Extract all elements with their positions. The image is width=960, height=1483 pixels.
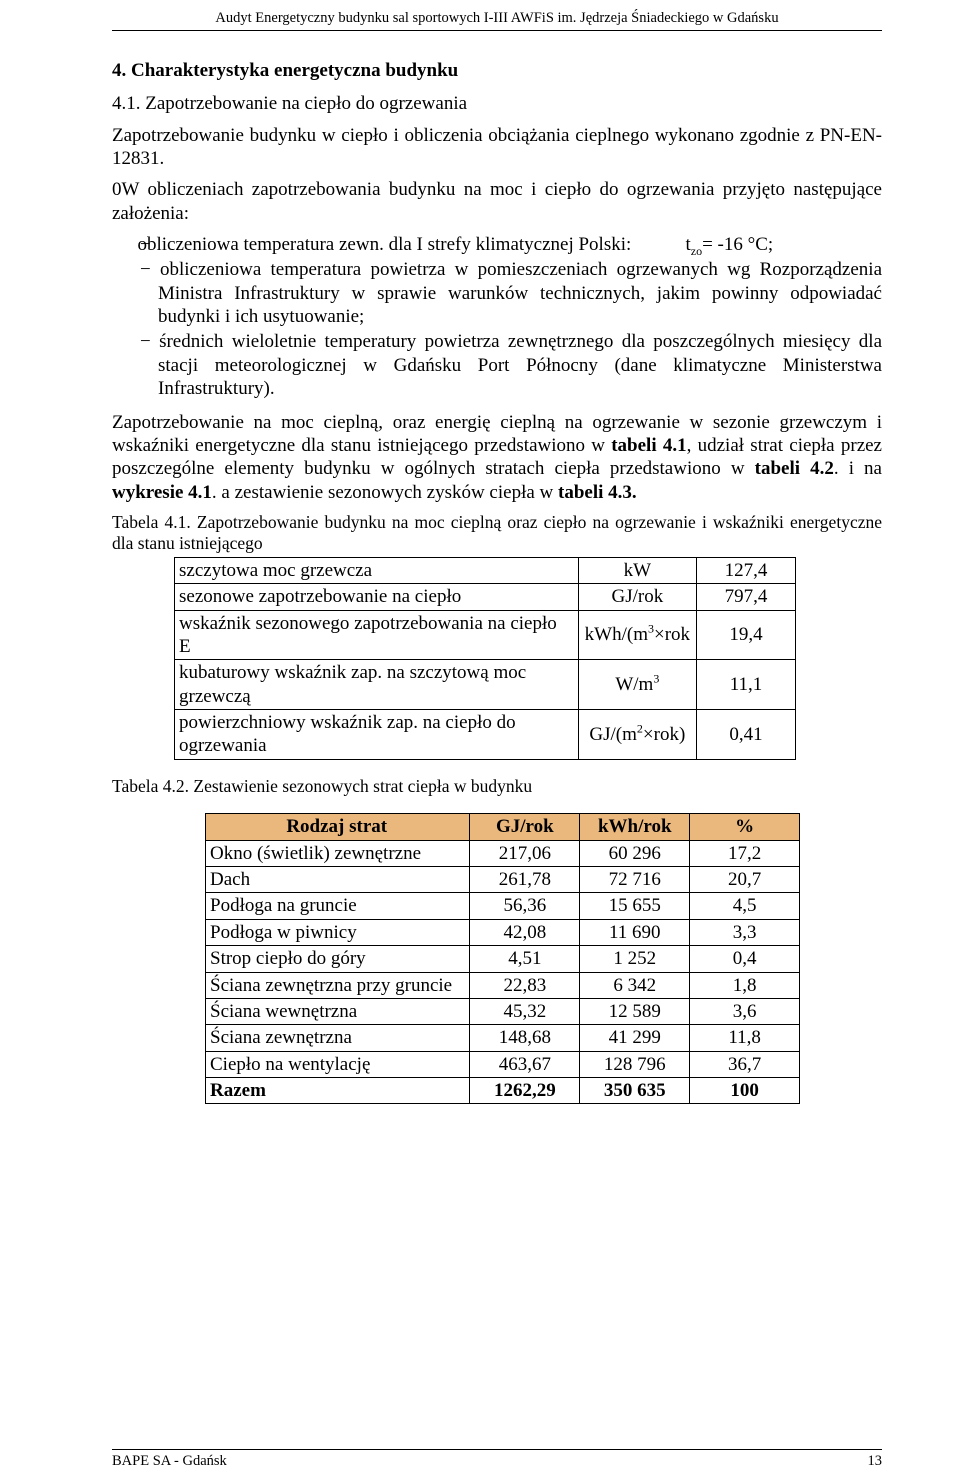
table-row-total: Razem1262,29350 635100 xyxy=(206,1077,800,1103)
cell-unit: GJ/(m2×rok) xyxy=(578,710,696,760)
table-row: Ściana zewnętrzna148,6841 29911,8 xyxy=(206,1025,800,1051)
table-row: Okno (świetlik) zewnętrzne217,0660 29617… xyxy=(206,840,800,866)
section-title: 4. Charakterystyka energetyczna budynku xyxy=(112,59,882,82)
table-row: sezonowe zapotrzebowanie na ciepło GJ/ro… xyxy=(175,584,796,610)
table-row: Podłoga w piwnicy42,0811 6903,3 xyxy=(206,919,800,945)
table-41-caption: Tabela 4.1. Zapotrzebowanie budynku na m… xyxy=(112,512,882,555)
assumptions-list: obliczeniowa temperatura zewn. dla I str… xyxy=(112,233,882,401)
cell-value: 11,1 xyxy=(697,660,796,710)
table-row: powierzchniowy wskaźnik zap. na ciepło d… xyxy=(175,710,796,760)
table-row: Ściana wewnętrzna45,3212 5893,6 xyxy=(206,998,800,1024)
table-row: szczytowa moc grzewcza kW 127,4 xyxy=(175,557,796,583)
cell-unit: W/m3 xyxy=(578,660,696,710)
page-footer: BAPE SA - Gdańsk 13 xyxy=(112,1449,882,1471)
col-header: Rodzaj strat xyxy=(206,814,470,840)
footer-left: BAPE SA - Gdańsk xyxy=(112,1453,227,1471)
subsection-title: 4.1. Zapotrzebowanie na ciepło do ogrzew… xyxy=(112,92,882,115)
tzo: tzo= -16 °C; xyxy=(685,234,773,255)
table-row: wskaźnik sezonowego zapotrzebowania na c… xyxy=(175,610,796,660)
cell-value: 797,4 xyxy=(697,584,796,610)
table-row: Strop ciepło do góry4,511 2520,4 xyxy=(206,946,800,972)
table-41: szczytowa moc grzewcza kW 127,4 sezonowe… xyxy=(174,557,796,760)
table-42: Rodzaj strat GJ/rok kWh/rok % Okno (świe… xyxy=(205,813,800,1104)
cell-label: wskaźnik sezonowego zapotrzebowania na c… xyxy=(175,610,579,660)
cell-label: powierzchniowy wskaźnik zap. na ciepło d… xyxy=(175,710,579,760)
para-2: 0W obliczeniach zapotrzebowania budynku … xyxy=(112,178,882,225)
cell-unit: kW xyxy=(578,557,696,583)
cell-label: szczytowa moc grzewcza xyxy=(175,557,579,583)
cell-value: 19,4 xyxy=(697,610,796,660)
list-item: obliczeniowa temperatura powietrza w pom… xyxy=(140,258,882,328)
list-item: średnich wieloletnie temperatury powietr… xyxy=(140,330,882,400)
cell-unit: kWh/(m3×rok xyxy=(578,610,696,660)
table-row: Podłoga na gruncie56,3615 6554,5 xyxy=(206,893,800,919)
table-row: Dach261,7872 71620,7 xyxy=(206,867,800,893)
bullet-1-pre: obliczeniowa temperatura zewn. dla I str… xyxy=(155,233,685,256)
col-header: % xyxy=(690,814,800,840)
cell-value: 0,41 xyxy=(697,710,796,760)
table-header-row: Rodzaj strat GJ/rok kWh/rok % xyxy=(206,814,800,840)
cell-value: 127,4 xyxy=(697,557,796,583)
list-item: obliczeniowa temperatura zewn. dla I str… xyxy=(140,233,882,256)
table-row: Ściana zewnętrzna przy gruncie22,836 342… xyxy=(206,972,800,998)
footer-page-number: 13 xyxy=(868,1453,883,1471)
col-header: kWh/rok xyxy=(580,814,690,840)
para-3: Zapotrzebowanie na moc cieplną, oraz ene… xyxy=(112,411,882,504)
table-42-caption: Tabela 4.2. Zestawienie sezonowych strat… xyxy=(112,776,882,798)
table-row: kubaturowy wskaźnik zap. na szczytową mo… xyxy=(175,660,796,710)
para-1: Zapotrzebowanie budynku w ciepło i oblic… xyxy=(112,124,882,171)
cell-unit: GJ/rok xyxy=(578,584,696,610)
col-header: GJ/rok xyxy=(470,814,580,840)
cell-label: sezonowe zapotrzebowanie na ciepło xyxy=(175,584,579,610)
cell-label: kubaturowy wskaźnik zap. na szczytową mo… xyxy=(175,660,579,710)
page-header: Audyt Energetyczny budynku sal sportowyc… xyxy=(112,10,882,31)
table-row: Ciepło na wentylację463,67128 79636,7 xyxy=(206,1051,800,1077)
